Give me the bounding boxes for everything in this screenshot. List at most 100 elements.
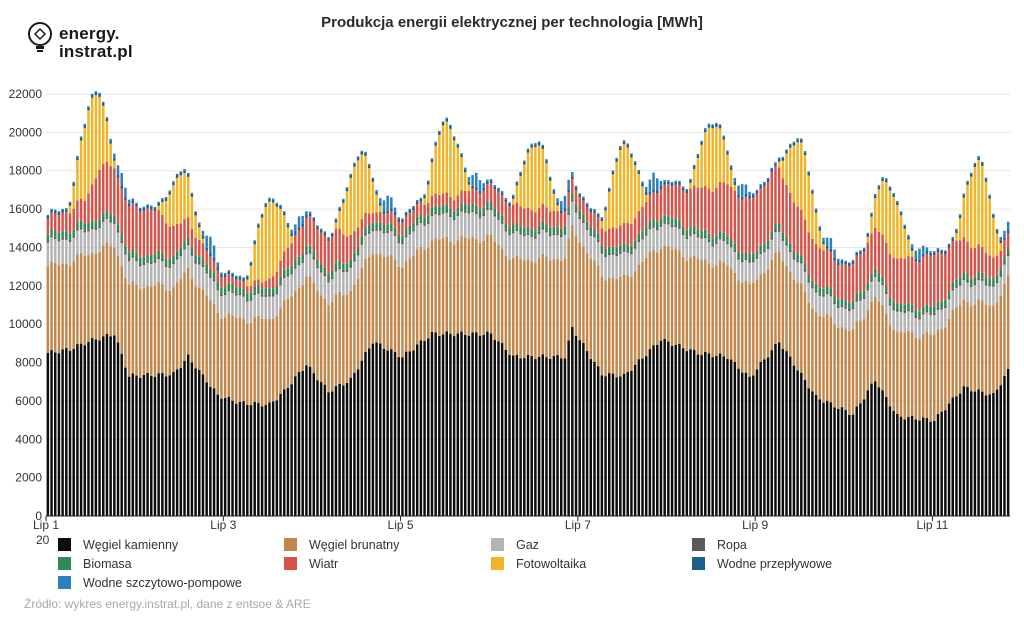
- bar-segment: [951, 290, 954, 310]
- bar-segment: [515, 222, 519, 229]
- bar-segment: [870, 212, 873, 214]
- bar-segment: [704, 235, 707, 239]
- bar-segment: [744, 259, 748, 281]
- bar-segment: [866, 236, 870, 243]
- bar-segment: [113, 160, 116, 169]
- y-tick-label: 20000: [9, 125, 43, 139]
- legend-item[interactable]: Węgiel brunatny: [284, 538, 399, 554]
- bar-segment: [992, 306, 995, 393]
- bar-segment: [781, 261, 785, 349]
- legend-item[interactable]: Węgiel kamienny: [58, 538, 178, 554]
- bar-segment: [825, 294, 829, 315]
- bar-segment: [907, 239, 910, 257]
- bar-segment: [511, 257, 515, 356]
- bar-segment: [545, 256, 548, 358]
- bar-segment: [656, 230, 659, 253]
- bar-segment: [124, 187, 127, 198]
- bar-segment: [194, 368, 197, 516]
- bar-segment: [585, 229, 589, 254]
- bar-segment: [925, 312, 929, 333]
- bar-segment: [216, 312, 219, 395]
- legend-item[interactable]: Wodne szczytowo-pompowe: [58, 576, 242, 592]
- bar-segment: [212, 303, 216, 389]
- legend-label: Węgiel kamienny: [83, 538, 179, 552]
- bar-segment: [951, 241, 954, 283]
- bar-segment: [899, 303, 903, 310]
- bar-segment: [999, 243, 1003, 251]
- bar-segment: [641, 358, 644, 516]
- bar-segment: [408, 232, 412, 235]
- bar-segment: [102, 101, 105, 103]
- bar-segment: [460, 203, 463, 210]
- bar-segment: [463, 167, 467, 170]
- bar-segment: [1006, 230, 1010, 234]
- bar-segment: [172, 255, 175, 263]
- bar-segment: [1003, 262, 1006, 265]
- bar-segment: [740, 199, 744, 254]
- bar-segment: [969, 306, 973, 392]
- bar-segment: [615, 256, 618, 279]
- bar-segment: [534, 230, 537, 237]
- bar-segment: [873, 274, 877, 277]
- bar-segment: [696, 155, 700, 158]
- bar-segment: [644, 192, 648, 195]
- bar-segment: [837, 265, 840, 300]
- legend-item[interactable]: Ropa: [692, 538, 747, 554]
- bar-segment: [781, 238, 785, 241]
- legend-item[interactable]: Fotowoltaika: [491, 557, 586, 573]
- bar-segment: [704, 185, 707, 230]
- bar-segment: [46, 242, 50, 267]
- bar-segment: [700, 187, 703, 231]
- legend-item[interactable]: Gaz: [491, 538, 539, 554]
- bar-segment: [105, 218, 109, 243]
- bar-segment: [90, 97, 94, 185]
- bar-segment: [327, 280, 330, 283]
- bar-segment: [227, 289, 231, 292]
- bar-segment: [726, 154, 729, 185]
- bar-segment: [375, 191, 378, 195]
- bar-segment: [796, 260, 799, 263]
- bar-segment: [556, 226, 559, 233]
- bar-segment: [120, 353, 123, 516]
- bar-segment: [800, 263, 803, 284]
- bar-segment: [711, 124, 714, 126]
- bar-segment: [755, 369, 759, 516]
- bar-segment: [559, 210, 563, 214]
- bar-segment: [840, 260, 844, 264]
- bar-segment: [992, 278, 995, 285]
- legend-item[interactable]: Wiatr: [284, 557, 338, 573]
- bar-segment: [737, 280, 740, 369]
- bar-segment: [870, 233, 873, 274]
- bar-segment: [463, 334, 467, 516]
- legend-item[interactable]: Wodne przepływowe: [692, 557, 832, 573]
- bar-segment: [257, 279, 260, 286]
- legend-item[interactable]: Biomasa: [58, 557, 132, 573]
- bar-segment: [286, 227, 290, 248]
- bar-segment: [194, 211, 197, 213]
- bar-segment: [785, 150, 788, 154]
- bar-segment: [475, 172, 478, 188]
- bar-segment: [977, 271, 980, 278]
- bar-segment: [892, 257, 895, 303]
- bar-segment: [707, 188, 711, 234]
- bar-segment: [737, 259, 740, 281]
- bar-segment: [755, 189, 759, 191]
- bar-segment: [489, 333, 493, 516]
- bar-segment: [183, 247, 186, 250]
- bar-segment: [172, 225, 175, 256]
- bar-segment: [988, 195, 991, 199]
- bar-segment: [441, 125, 445, 194]
- bar-segment: [452, 211, 456, 219]
- bar-segment: [969, 286, 973, 307]
- bar-segment: [519, 206, 522, 227]
- bar-segment: [72, 237, 75, 262]
- bar-segment: [593, 213, 596, 229]
- legend-swatch: [58, 557, 71, 570]
- bar-segment: [186, 176, 190, 218]
- bar-segment: [349, 290, 352, 378]
- bar-segment: [755, 279, 759, 370]
- bar-segment: [704, 259, 707, 352]
- bar-segment: [508, 202, 511, 204]
- bar-segment: [818, 248, 822, 288]
- bar-segment: [885, 294, 888, 314]
